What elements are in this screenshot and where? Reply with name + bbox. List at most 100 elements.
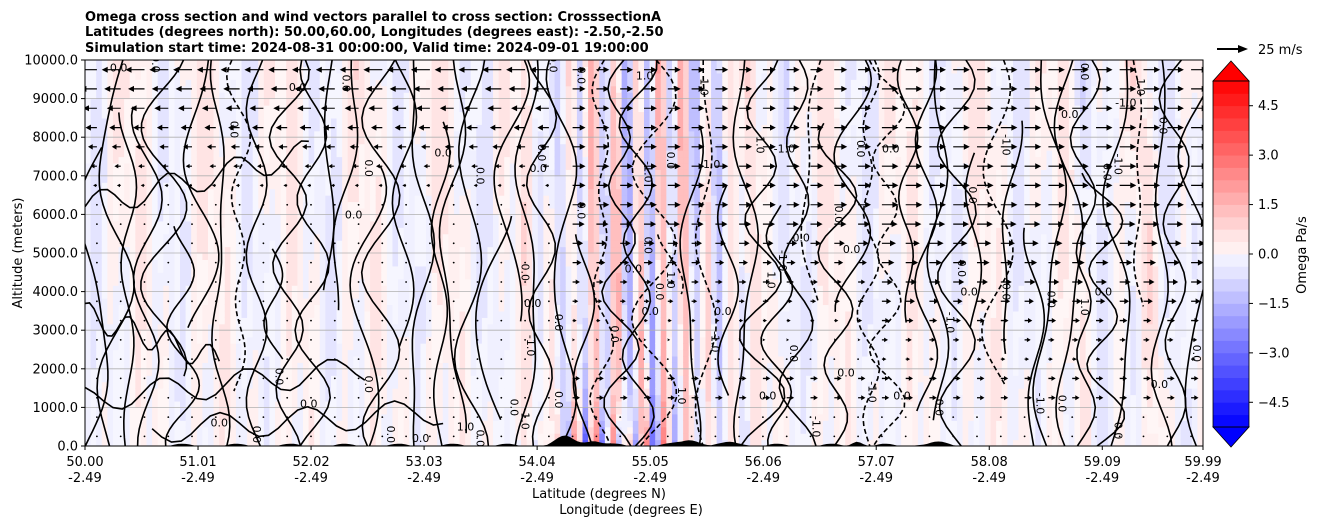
omega-cell xyxy=(269,117,276,125)
omega-cell xyxy=(152,304,159,312)
omega-cell xyxy=(319,130,326,138)
omega-cell xyxy=(258,388,265,396)
omega-cell xyxy=(280,201,287,209)
omega-cell xyxy=(342,394,349,402)
omega-cell xyxy=(269,233,276,241)
omega-cell xyxy=(196,220,203,228)
omega-cell xyxy=(101,253,108,261)
omega-cell xyxy=(291,85,299,93)
omega-cell xyxy=(386,85,394,93)
omega-cell xyxy=(420,426,427,434)
omega-cell xyxy=(269,207,276,215)
omega-cell xyxy=(140,265,148,273)
omega-cell xyxy=(152,92,159,100)
omega-cell xyxy=(213,175,220,183)
omega-cell xyxy=(330,330,338,338)
omega-cell xyxy=(308,420,315,428)
omega-cell xyxy=(409,207,416,215)
omega-cell xyxy=(96,362,103,370)
omega-cell xyxy=(459,214,466,222)
omega-cell xyxy=(459,79,466,87)
omega-cell xyxy=(291,169,299,177)
omega-cell xyxy=(459,368,466,376)
omega-cell xyxy=(107,298,114,306)
omega-cell xyxy=(174,150,181,158)
omega-cell xyxy=(392,92,399,100)
omega-cell xyxy=(493,240,500,248)
omega-cell xyxy=(493,426,500,434)
omega-cell xyxy=(85,394,92,402)
omega-cell xyxy=(526,105,533,113)
omega-cell xyxy=(515,79,522,87)
omega-cell xyxy=(308,169,315,177)
omega-cell xyxy=(202,400,209,408)
omega-cell xyxy=(152,233,159,241)
omega-cell xyxy=(85,214,92,222)
omega-cell xyxy=(403,175,410,183)
omega-cell xyxy=(303,394,310,402)
omega-cell xyxy=(180,253,187,261)
omega-cell xyxy=(336,433,343,441)
omega-cell xyxy=(403,388,410,396)
omega-cell xyxy=(319,195,326,203)
omega-cell xyxy=(342,162,349,170)
omega-cell xyxy=(112,240,120,248)
omega-cell xyxy=(207,413,215,421)
omega-cell xyxy=(85,79,92,87)
omega-cell xyxy=(269,323,276,331)
omega-cell xyxy=(168,60,176,68)
omega-cell xyxy=(252,233,259,241)
omega-cell xyxy=(481,304,489,312)
omega-cell xyxy=(537,60,544,68)
omega-cell xyxy=(336,355,343,363)
omega-cell xyxy=(275,381,282,389)
omega-cell xyxy=(532,253,539,261)
omega-cell xyxy=(325,439,332,446)
omega-cell xyxy=(297,233,304,241)
omega-cell xyxy=(465,130,472,138)
omega-cell xyxy=(163,368,170,376)
omega-cell xyxy=(163,214,170,222)
omega-cell xyxy=(213,246,220,254)
omega-cell xyxy=(453,137,461,145)
omega-cell xyxy=(364,355,371,363)
omega-cell xyxy=(263,195,271,203)
omega-cell xyxy=(515,291,522,299)
omega-cell xyxy=(213,98,220,106)
omega-cell xyxy=(269,368,276,376)
omega-cell xyxy=(207,310,215,318)
omega-cell xyxy=(431,98,438,106)
omega-cell xyxy=(414,150,421,158)
omega-cell xyxy=(124,362,131,370)
omega-cell xyxy=(269,253,276,261)
omega-cell xyxy=(476,246,483,254)
omega-cell xyxy=(398,323,405,331)
omega-cell xyxy=(163,272,170,280)
omega-cell xyxy=(275,79,282,87)
omega-cell xyxy=(392,130,399,138)
omega-cell xyxy=(358,317,366,325)
omega-cell xyxy=(481,253,489,261)
omega-cell xyxy=(442,182,449,190)
omega-cell xyxy=(414,175,421,183)
omega-cell xyxy=(191,137,198,145)
omega-cell xyxy=(398,310,405,318)
omega-cell xyxy=(487,227,494,235)
omega-cell xyxy=(353,240,360,248)
omega-cell xyxy=(465,388,472,396)
omega-cell xyxy=(448,285,455,293)
omega-cell xyxy=(504,362,511,370)
omega-cell xyxy=(124,214,131,222)
omega-cell xyxy=(224,201,231,209)
omega-cell xyxy=(191,433,198,441)
omega-cell xyxy=(269,188,276,196)
omega-cell xyxy=(269,381,276,389)
omega-cell xyxy=(314,330,321,338)
omega-cell xyxy=(431,388,438,396)
omega-cell xyxy=(152,214,159,222)
omega-cell xyxy=(163,195,170,203)
omega-cell xyxy=(476,368,483,376)
omega-cell xyxy=(185,246,192,254)
omega-cell xyxy=(526,355,533,363)
omega-cell xyxy=(112,150,120,158)
